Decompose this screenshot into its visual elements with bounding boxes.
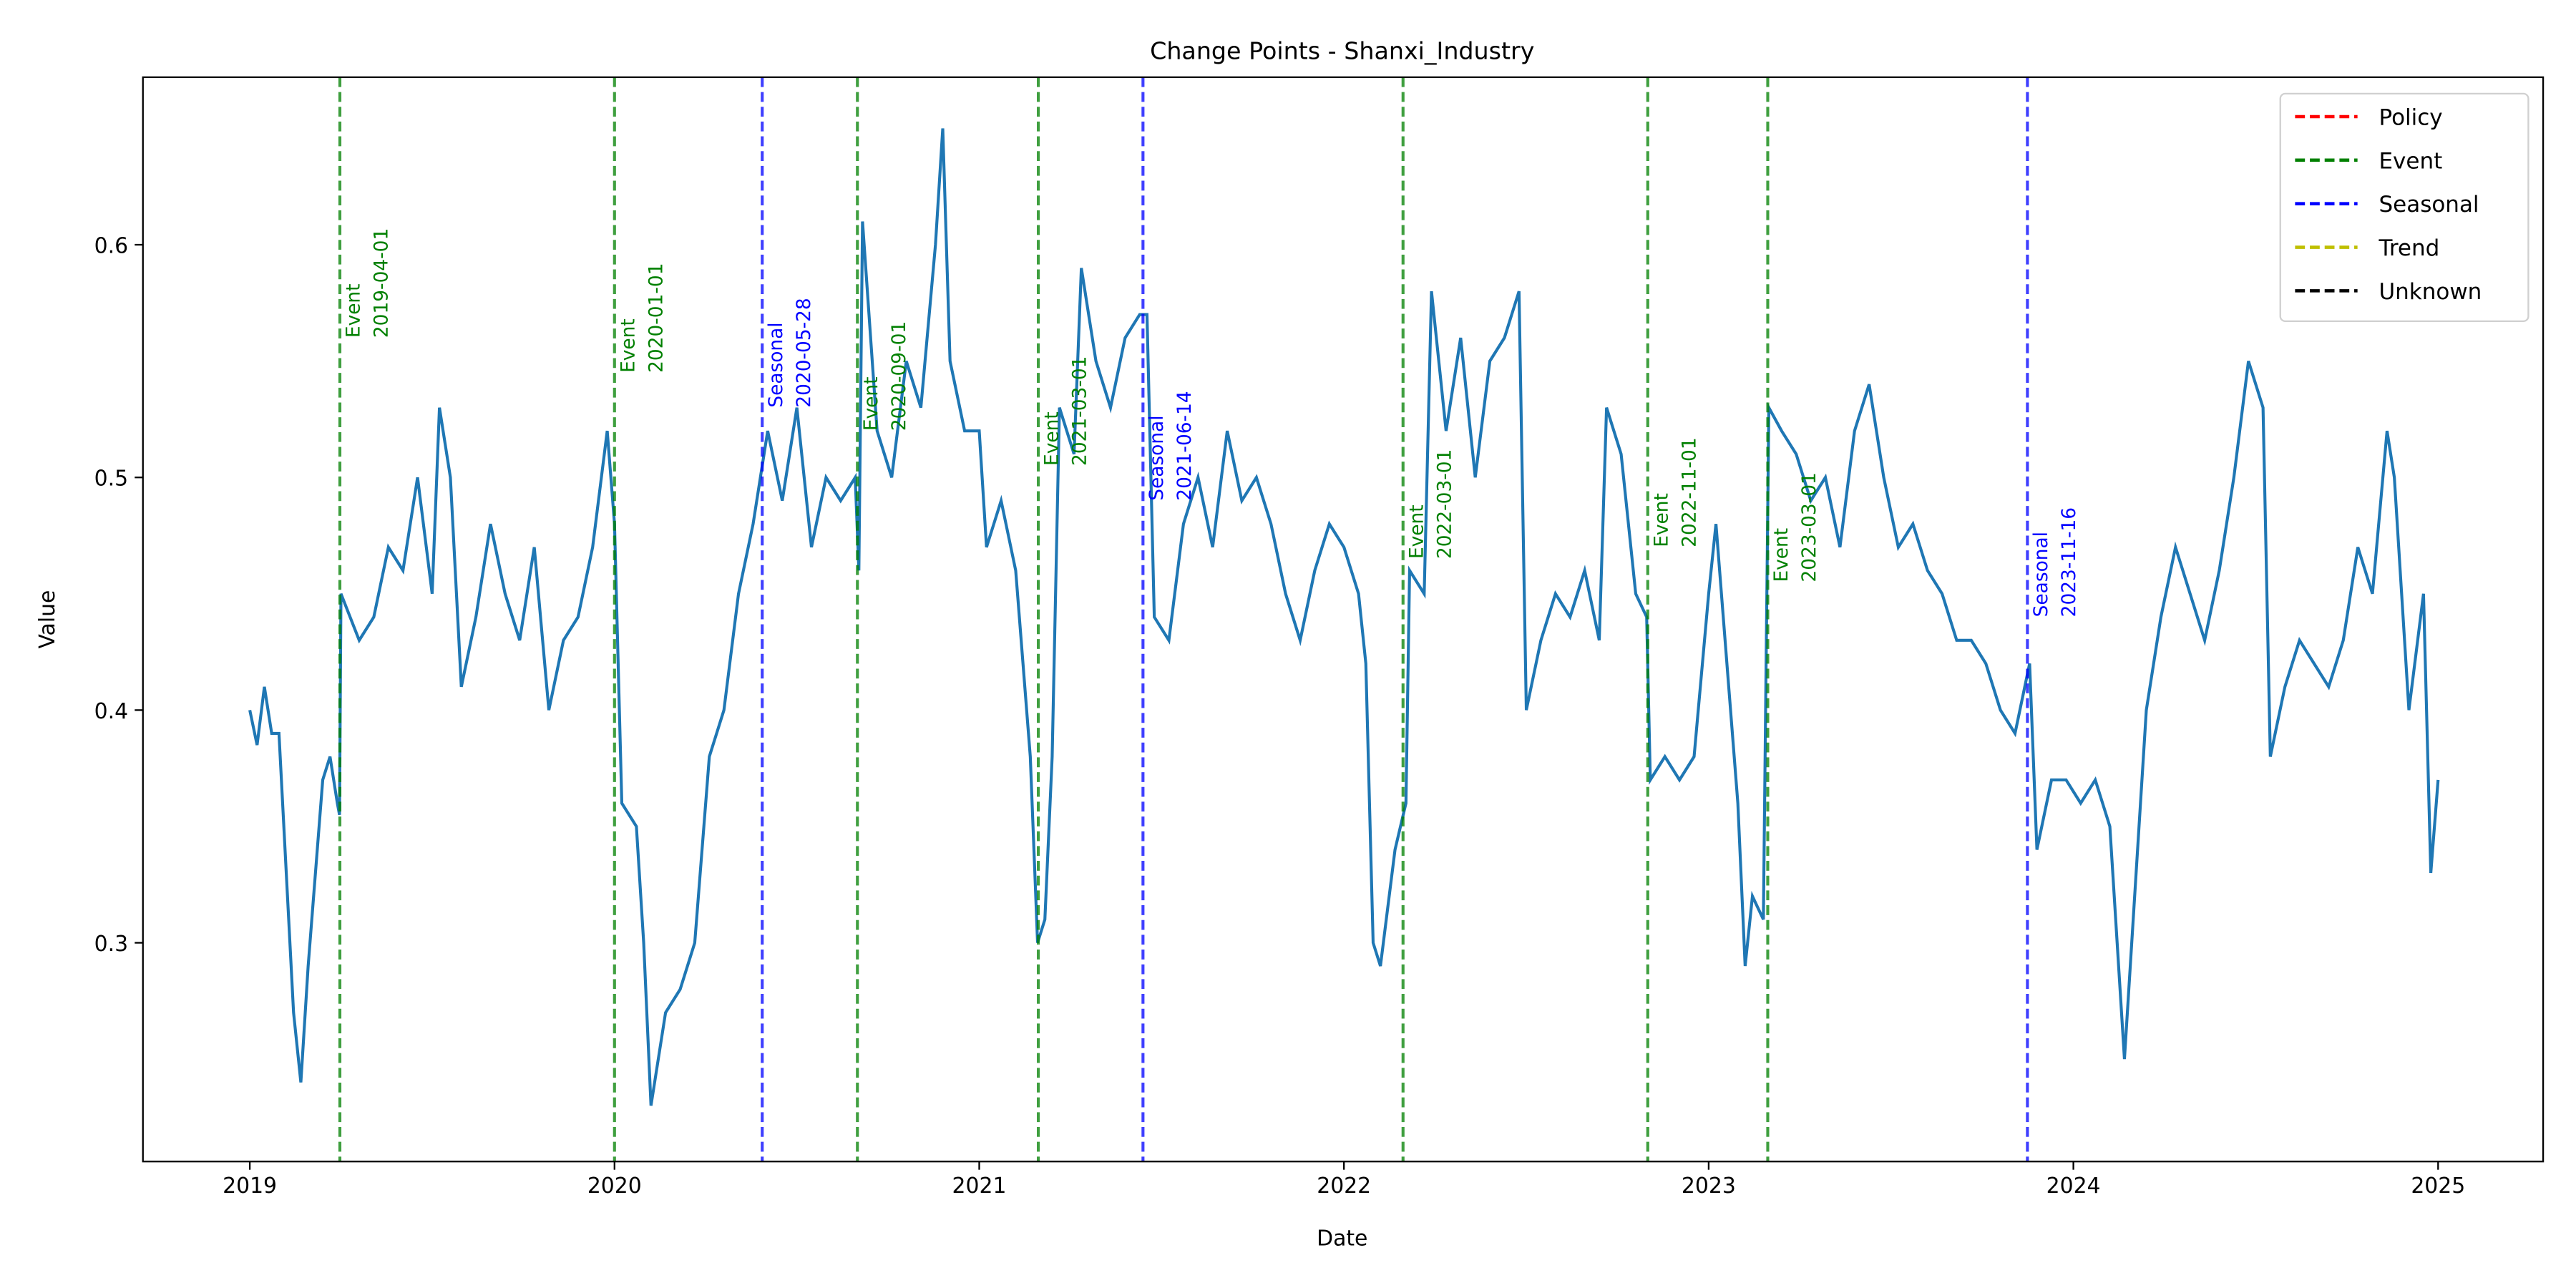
chart-title: Change Points - Shanxi_Industry [1150, 37, 1534, 65]
x-tick-label: 2019 [223, 1174, 277, 1199]
change-point-date: 2022-11-01 [1678, 437, 1700, 547]
change-point-type: Event [1405, 504, 1428, 559]
y-tick-label: 0.3 [94, 932, 128, 957]
change-point-type: Seasonal [2030, 532, 2052, 617]
change-point-date: 2020-09-01 [888, 321, 910, 431]
y-tick-label: 0.5 [94, 467, 128, 492]
x-tick-label: 2020 [587, 1174, 642, 1199]
x-tick-label: 2021 [952, 1174, 1007, 1199]
change-point-type: Event [1041, 411, 1063, 466]
legend-box [2279, 92, 2529, 322]
change-point-date: 2021-06-14 [1174, 391, 1196, 500]
legend-label: Event [2379, 148, 2442, 174]
change-point-date: 2020-01-01 [645, 263, 667, 373]
x-tick-label: 2022 [1317, 1174, 1371, 1199]
change-point-type: Event [617, 318, 639, 373]
x-tick-label: 2023 [1682, 1174, 1736, 1199]
legend-label: Seasonal [2379, 192, 2479, 218]
change-point-type: Seasonal [1146, 415, 1168, 500]
y-axis-label: Value [35, 590, 60, 649]
change-point-date: 2021-03-01 [1069, 356, 1091, 466]
change-point-date: 2023-11-16 [2058, 507, 2080, 617]
change-point-date: 2022-03-01 [1433, 449, 1455, 559]
change-point-type: Event [343, 283, 365, 338]
change-point-type: Event [860, 377, 882, 431]
x-tick-label: 2025 [2411, 1174, 2465, 1199]
legend-label: Unknown [2379, 279, 2482, 305]
change-point-type: Event [1770, 528, 1792, 582]
legend-label: Trend [2378, 235, 2439, 261]
series-line [248, 128, 2440, 1106]
y-tick-label: 0.4 [94, 699, 128, 724]
x-axis-label: Date [1317, 1226, 1367, 1251]
change-point-type: Event [1650, 493, 1672, 547]
plot-frame [142, 76, 2545, 1163]
change-point-date: 2023-03-01 [1798, 472, 1820, 582]
change-point-date: 2019-04-01 [371, 228, 393, 338]
x-tick-label: 2024 [2046, 1174, 2101, 1199]
y-tick-label: 0.6 [94, 234, 128, 259]
change-point-type: Seasonal [765, 322, 787, 407]
legend-label: Policy [2379, 104, 2442, 130]
change-point-date: 2020-05-28 [793, 298, 815, 407]
